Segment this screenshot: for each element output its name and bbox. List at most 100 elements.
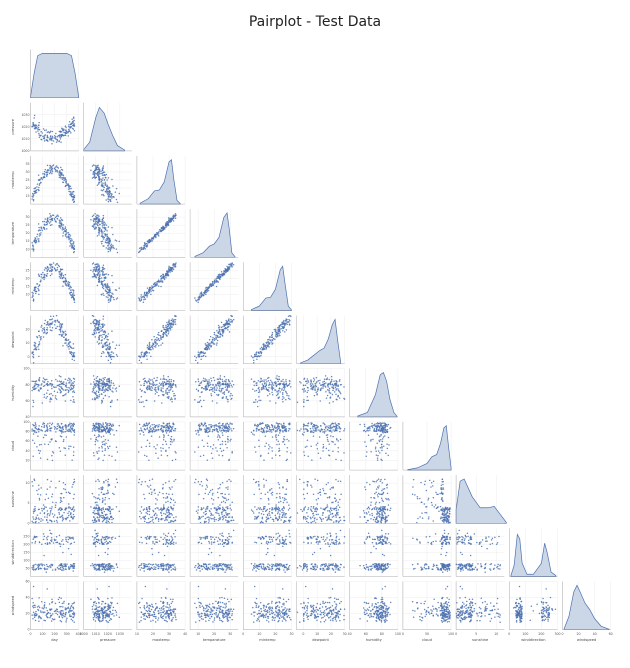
scatter-point: [66, 236, 68, 239]
scatter-point: [174, 458, 177, 461]
scatter-point: [109, 429, 112, 432]
scatter-point: [228, 263, 230, 266]
scatter-point: [90, 322, 92, 325]
scatter-point: [102, 344, 104, 347]
scatter-point: [98, 275, 101, 278]
scatter-point: [38, 284, 41, 286]
scatter-point: [104, 430, 107, 433]
scatter-point: [72, 128, 75, 130]
scatter-point: [211, 280, 214, 283]
scatter-point: [337, 450, 339, 453]
scatter-point: [232, 318, 235, 321]
scatter-point: [48, 222, 51, 224]
scatter-point: [92, 452, 95, 454]
scatter-point: [155, 284, 157, 287]
scatter-point: [207, 385, 210, 388]
scatter-point: [147, 242, 149, 244]
scatter-point: [210, 386, 212, 389]
scatter-point: [49, 131, 51, 133]
scatter-point: [150, 383, 152, 385]
scatter-point: [38, 132, 40, 135]
scatter-point: [66, 284, 68, 287]
scatter-point: [156, 233, 158, 236]
scatter-point: [322, 381, 324, 383]
scatter-point: [114, 239, 117, 241]
scatter-point: [49, 216, 51, 218]
scatter-point: [37, 239, 40, 242]
scatter-point: [51, 135, 54, 138]
scatter-point: [60, 333, 62, 336]
scatter-point: [155, 430, 157, 432]
scatter-point: [96, 284, 99, 287]
scatter-point: [38, 452, 41, 454]
scatter-point: [226, 423, 228, 425]
scatter-point: [35, 189, 38, 191]
scatter-point: [166, 454, 169, 457]
scatter-point: [197, 362, 199, 364]
scatter-point: [104, 425, 107, 428]
scatter-point: [55, 327, 57, 329]
scatter-point: [93, 267, 96, 269]
scatter-point: [101, 225, 104, 227]
scatter-point: [103, 333, 106, 336]
scatter-point: [62, 129, 65, 132]
scatter-point: [200, 358, 202, 360]
scatter-point: [168, 423, 170, 425]
scatter-point: [198, 384, 201, 387]
scatter-point: [42, 271, 44, 274]
scatter-point: [276, 428, 279, 431]
scatter-point: [263, 388, 265, 390]
scatter-point: [284, 425, 287, 428]
scatter-point: [317, 429, 319, 431]
scatter-point: [222, 434, 224, 437]
scatter-point: [285, 322, 287, 325]
scatter-point: [304, 446, 307, 448]
scatter-point: [147, 292, 149, 295]
scatter-point: [39, 280, 42, 283]
scatter-point: [162, 443, 164, 446]
scatter-point: [160, 450, 162, 452]
scatter-point: [162, 429, 164, 431]
scatter-point: [66, 388, 68, 391]
scatter-point: [35, 239, 38, 241]
scatter-point: [225, 271, 227, 273]
scatter-point: [32, 405, 34, 408]
scatter-point: [64, 330, 67, 333]
scatter-point: [103, 179, 106, 181]
scatter-point: [212, 444, 215, 446]
scatter-point: [141, 430, 143, 432]
scatter-point: [104, 235, 107, 237]
scatter-point: [217, 393, 220, 396]
scatter-point: [164, 275, 166, 277]
scatter-point: [43, 396, 46, 398]
scatter-point: [45, 171, 48, 173]
scatter-point: [59, 138, 62, 140]
panel-temparature-vs-maxtemp: [136, 209, 186, 258]
chart-title: Pairplot - Test Data: [248, 14, 382, 30]
scatter-point: [319, 430, 322, 433]
scatter-point: [98, 215, 100, 217]
scatter-point: [98, 264, 100, 267]
scatter-point: [205, 287, 207, 289]
scatter-point: [220, 424, 223, 427]
scatter-point: [200, 295, 203, 297]
scatter-point: [68, 341, 71, 343]
scatter-point: [269, 379, 272, 382]
scatter-point: [215, 279, 217, 281]
scatter-point: [195, 388, 198, 390]
scatter-point: [103, 324, 106, 326]
scatter-point: [311, 386, 313, 388]
scatter-point: [260, 377, 262, 380]
scatter-point: [271, 383, 273, 386]
scatter-point: [160, 280, 162, 283]
scatter-point: [168, 389, 170, 392]
scatter-point: [37, 385, 39, 388]
scatter-point: [224, 383, 226, 386]
scatter-point: [102, 222, 105, 224]
scatter-point: [66, 184, 68, 186]
scatter-point: [197, 301, 199, 304]
scatter-point: [230, 392, 232, 395]
scatter-point: [163, 328, 165, 331]
scatter-point: [162, 382, 165, 385]
scatter-point: [105, 173, 108, 176]
